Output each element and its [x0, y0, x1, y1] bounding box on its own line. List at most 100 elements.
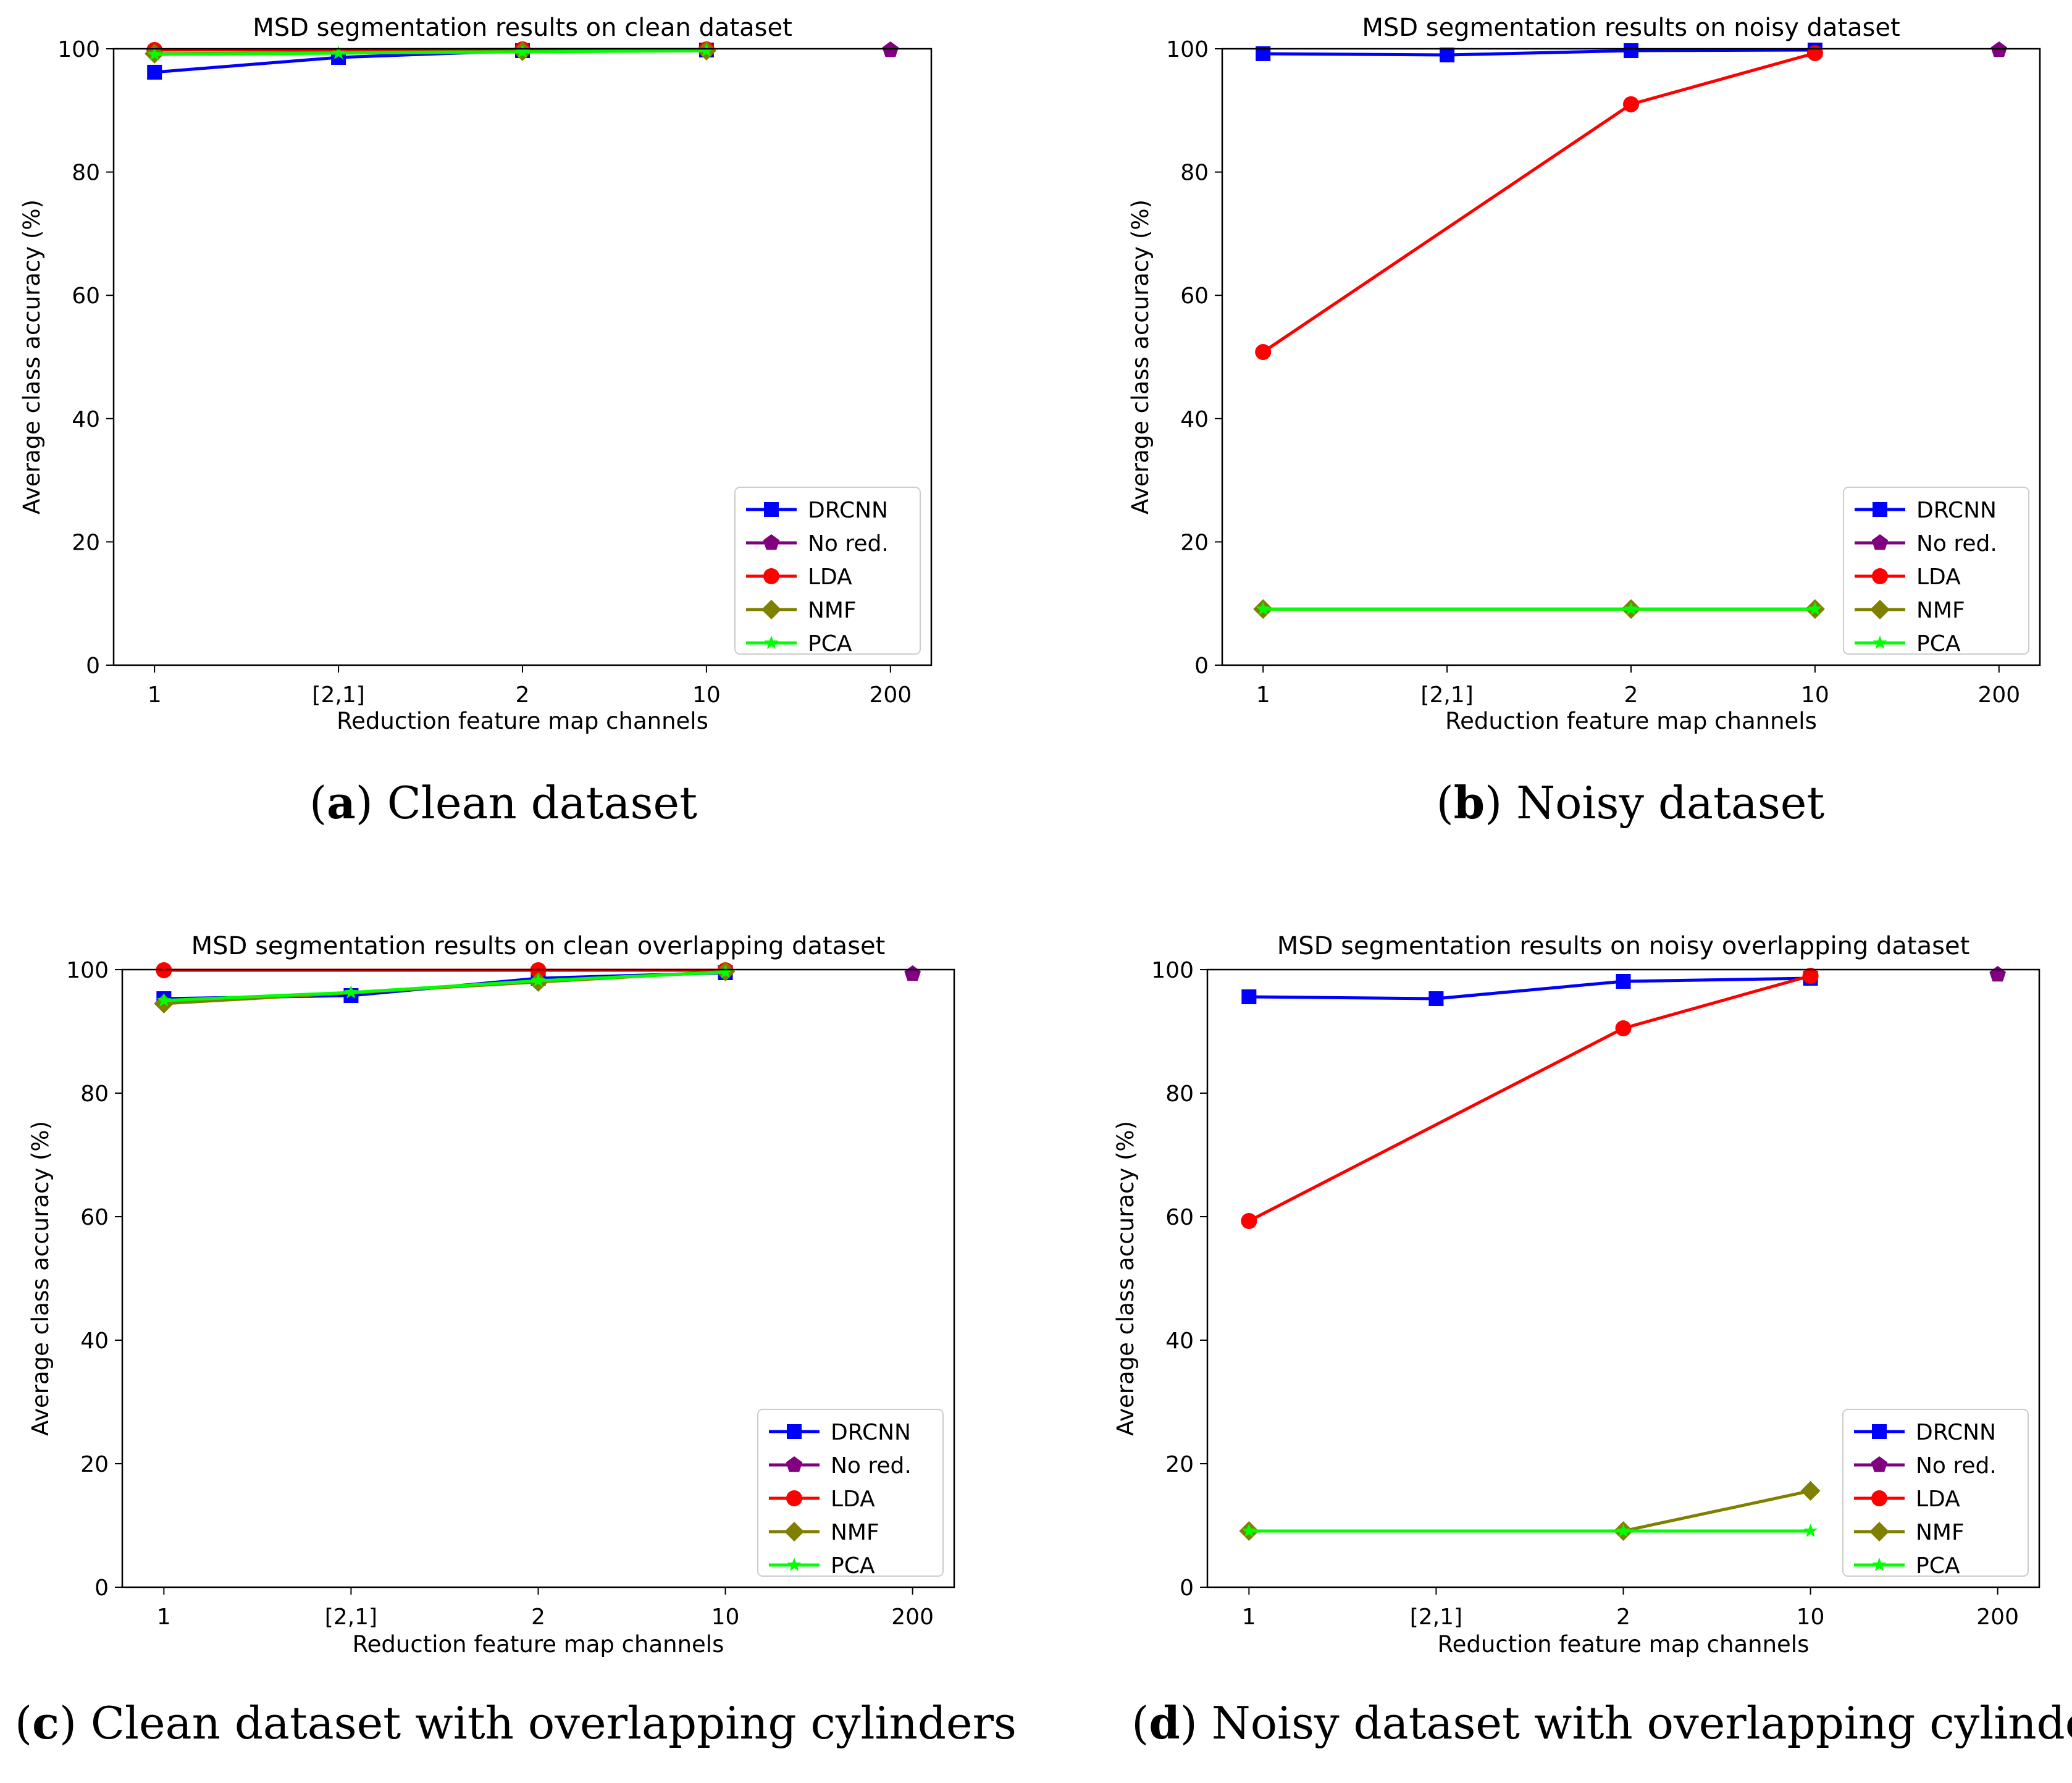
series-pca — [1241, 1524, 1818, 1537]
chart-panel-c: MSD segmentation results on clean overla… — [15, 932, 1017, 1749]
data-point — [718, 965, 732, 978]
caption-letter: b — [1454, 776, 1485, 829]
legend-marker — [1872, 1424, 1887, 1439]
legend-label: NMF — [831, 1520, 879, 1545]
legend-item: NMF — [746, 598, 857, 623]
x-axis-label: Reduction feature map channels — [337, 708, 708, 734]
legend-marker — [784, 1522, 804, 1542]
legend-box — [1843, 487, 2029, 655]
legend-item: No red. — [746, 531, 889, 556]
legend-label: PCA — [831, 1553, 875, 1579]
y-tick-label: 40 — [1165, 1328, 1194, 1354]
y-tick-label: 100 — [66, 958, 109, 983]
legend-label: PCA — [808, 631, 852, 657]
caption-text: Noisy dataset with overlapping cylinders — [1212, 1697, 2072, 1749]
data-point — [1241, 1524, 1256, 1537]
legend-marker — [764, 636, 779, 649]
data-point — [1255, 344, 1272, 361]
data-point — [147, 47, 162, 61]
data-point — [1623, 96, 1639, 112]
data-point — [531, 973, 545, 987]
legend-marker — [1871, 1456, 1888, 1472]
legend-label: NMF — [1916, 1520, 1965, 1545]
y-tick-label: 80 — [72, 161, 100, 186]
series-line — [154, 49, 707, 56]
legend-label: DRCNN — [1916, 498, 1997, 523]
y-tick-label: 0 — [94, 1575, 109, 1601]
legend-label: DRCNN — [831, 1420, 911, 1445]
legend-marker — [1872, 568, 1888, 584]
caption-text: Clean dataset — [387, 777, 697, 829]
x-tick-label: 2 — [1616, 1605, 1630, 1630]
legend-marker — [763, 534, 780, 550]
legend-item: PCA — [769, 1553, 875, 1579]
series-line — [1248, 974, 1811, 1223]
legend: DRCNN No red. LDA NMF PCA — [1842, 1409, 2029, 1579]
data-point — [1624, 43, 1638, 58]
y-tick-label: 60 — [1180, 283, 1209, 309]
y-tick-label: 60 — [1165, 1205, 1194, 1230]
data-point — [515, 44, 530, 58]
caption-paren-close: ) — [1485, 777, 1516, 829]
chart-title: MSD segmentation results on noisy overla… — [1277, 932, 1970, 960]
caption-letter: c — [32, 1697, 59, 1749]
x-tick-label: 2 — [531, 1605, 545, 1630]
series-no-red — [1989, 966, 2006, 982]
legend-marker — [787, 1558, 802, 1571]
legend-label: DRCNN — [1916, 1420, 1996, 1445]
x-tick-label: 200 — [891, 1605, 934, 1630]
data-point — [699, 43, 714, 57]
legend-marker — [764, 502, 779, 517]
x-tick-label: 200 — [1978, 682, 2020, 708]
data-point — [147, 64, 162, 80]
legend-item: NMF — [1855, 598, 1965, 623]
x-axis-label: Reduction feature map channels — [1445, 708, 1817, 734]
data-point — [1803, 1524, 1818, 1537]
legend-label: PCA — [1916, 631, 1961, 657]
data-point — [904, 965, 921, 981]
data-point — [1241, 1213, 1257, 1229]
legend-item: PCA — [1854, 1553, 1960, 1579]
legend-label: No red. — [831, 1453, 912, 1479]
x-tick-label: 1 — [157, 1605, 171, 1630]
chart-title: MSD segmentation results on noisy datase… — [1362, 14, 1900, 42]
legend-label: No red. — [808, 531, 889, 556]
series-lda — [1241, 968, 1819, 1229]
legend-label: NMF — [1916, 598, 1965, 623]
legend-box — [734, 487, 921, 655]
legend-marker — [1870, 600, 1890, 619]
caption-text: Noisy dataset — [1516, 777, 1824, 829]
legend-marker — [1873, 636, 1887, 649]
y-tick-label: 20 — [72, 530, 100, 555]
legend-label: LDA — [1916, 564, 1961, 590]
data-point — [1615, 1020, 1632, 1036]
data-point — [1616, 1524, 1630, 1537]
legend-marker — [787, 1424, 802, 1439]
series-line — [1263, 48, 1815, 57]
y-tick-label: 100 — [57, 37, 100, 62]
legend: DRCNN No red. LDA NMF PCA — [1843, 487, 2029, 657]
chart-title: MSD segmentation results on clean datase… — [253, 14, 792, 42]
legend-item: DRCNN — [1854, 1420, 1996, 1445]
x-tick-label: 10 — [1801, 682, 1829, 708]
legend-item: DRCNN — [1855, 498, 1997, 523]
plot-frame — [121, 968, 955, 1588]
legend-item: DRCNN — [746, 498, 888, 523]
legend-marker — [786, 1490, 802, 1506]
legend: DRCNN No red. LDA NMF PCA — [734, 487, 921, 657]
y-tick-label: 80 — [1165, 1081, 1194, 1107]
y-tick-label: 40 — [1180, 407, 1209, 432]
panel-caption: (a) Clean dataset — [309, 776, 697, 829]
data-point — [1256, 602, 1270, 615]
legend-marker — [761, 600, 781, 619]
y-tick-label: 60 — [80, 1205, 109, 1230]
data-point — [1624, 602, 1638, 615]
data-point — [1800, 1481, 1821, 1501]
y-tick-label: 80 — [80, 1081, 109, 1107]
legend-item: NMF — [769, 1520, 879, 1545]
legend-label: LDA — [808, 564, 852, 590]
legend-item: No red. — [1854, 1453, 1997, 1479]
panel-caption: (c) Clean dataset with overlapping cylin… — [15, 1697, 1017, 1749]
legend-marker — [1871, 534, 1889, 550]
caption-paren-close: ) — [59, 1697, 91, 1749]
